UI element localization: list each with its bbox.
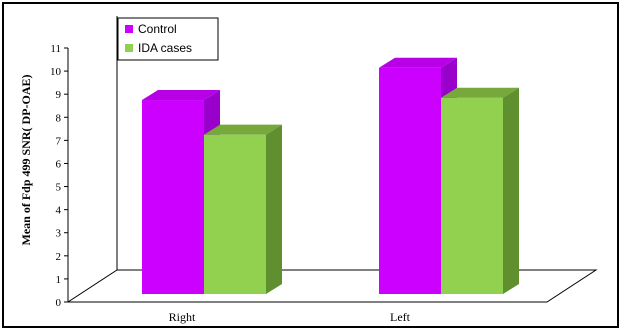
y-tick-label: 10: [50, 66, 62, 78]
legend: Control IDA cases: [117, 17, 219, 61]
legend-swatch-ida-cases: [125, 44, 133, 52]
category-labels: Right Left: [169, 310, 411, 324]
bar-front-face: [142, 100, 204, 294]
bar-front-face: [379, 67, 441, 294]
bar-top-face: [441, 87, 519, 98]
chart-floor: [66, 269, 598, 303]
legend-box: [117, 17, 219, 61]
y-tick-label: 2: [56, 251, 62, 263]
bars: [142, 57, 519, 295]
y-tick-label: 4: [56, 205, 62, 217]
y-tick-label: 1: [56, 274, 62, 286]
y-tick-label: 9: [56, 89, 62, 101]
legend-swatch-control: [125, 25, 133, 33]
category-label-left: Left: [390, 310, 411, 324]
legend-entry-control: Control: [138, 22, 177, 36]
bar-top-face: [204, 124, 282, 135]
y-axis-label: Mean of Fdp 499 SNR( DP-OAE): [19, 75, 33, 246]
y-tick-label: 6: [56, 158, 62, 170]
bar-front-face: [441, 97, 503, 295]
bar-top-face: [379, 57, 457, 68]
y-tick-label: 5: [56, 182, 62, 194]
bar-ida-cases-right: [204, 124, 282, 294]
bar-side-face: [503, 87, 519, 295]
bar-top-face: [142, 90, 220, 101]
y-tick-label: 11: [50, 43, 61, 55]
category-label-right: Right: [169, 310, 196, 324]
y-tick-label: 3: [56, 228, 62, 240]
y-ticks: 0 1 2 3 4 5 6 7 8 9 10 11: [50, 43, 68, 309]
bar-front-face: [204, 134, 266, 294]
bar-ida-cases-left: [441, 87, 519, 295]
y-tick-label: 0: [56, 297, 62, 309]
legend-entry-ida-cases: IDA cases: [138, 41, 192, 55]
y-tick-label: 8: [56, 112, 62, 124]
bar-side-face: [266, 124, 282, 294]
y-tick-label: 7: [56, 135, 62, 147]
